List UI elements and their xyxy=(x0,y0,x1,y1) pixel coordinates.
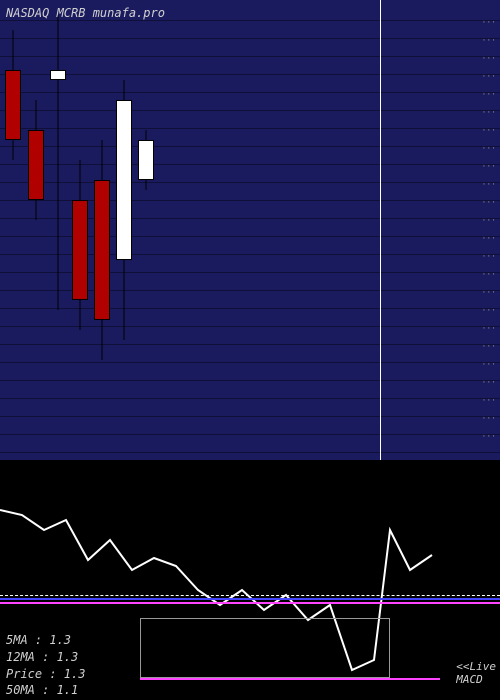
candle-body xyxy=(116,100,132,260)
candle-body xyxy=(94,180,110,320)
candlestick-panel: NASDAQ MCRB munafa.pro .................… xyxy=(0,0,500,460)
info-row: 5MA : 1.3 xyxy=(6,632,85,649)
candle-body xyxy=(138,140,154,180)
ma-line xyxy=(0,602,500,604)
info-row: Price : 1.3 xyxy=(6,666,85,683)
chart-title: NASDAQ MCRB munafa.pro xyxy=(6,6,165,20)
candle xyxy=(28,0,44,460)
candle xyxy=(72,0,88,460)
info-row: 12MA : 1.3 xyxy=(6,649,85,666)
chart-container: NASDAQ MCRB munafa.pro .................… xyxy=(0,0,500,700)
candle xyxy=(94,0,110,460)
candle xyxy=(50,0,66,460)
info-row: 50MA : 1.1 xyxy=(6,682,85,699)
ma-info-box: 5MA : 1.312MA : 1.3Price : 1.350MA : 1.1 xyxy=(6,632,85,699)
candle-body xyxy=(5,70,21,140)
candle xyxy=(5,0,21,460)
macd-label: <<LiveMACD xyxy=(456,660,496,686)
ma-line xyxy=(0,595,500,596)
candle-body xyxy=(28,130,44,200)
candle-wick xyxy=(58,15,59,310)
candles-group xyxy=(0,0,500,460)
candle xyxy=(138,0,154,460)
macd-live-text: <<Live xyxy=(456,660,496,673)
price-spike xyxy=(380,0,381,460)
magenta-baseline xyxy=(140,678,440,680)
candle-body xyxy=(72,200,88,300)
indicator-panel: 5MA : 1.312MA : 1.3Price : 1.350MA : 1.1… xyxy=(0,460,500,700)
indicator-box xyxy=(140,618,390,678)
macd-text: MACD xyxy=(456,673,496,686)
candle xyxy=(116,0,132,460)
candle-body xyxy=(50,70,66,80)
ma-line xyxy=(0,598,500,600)
